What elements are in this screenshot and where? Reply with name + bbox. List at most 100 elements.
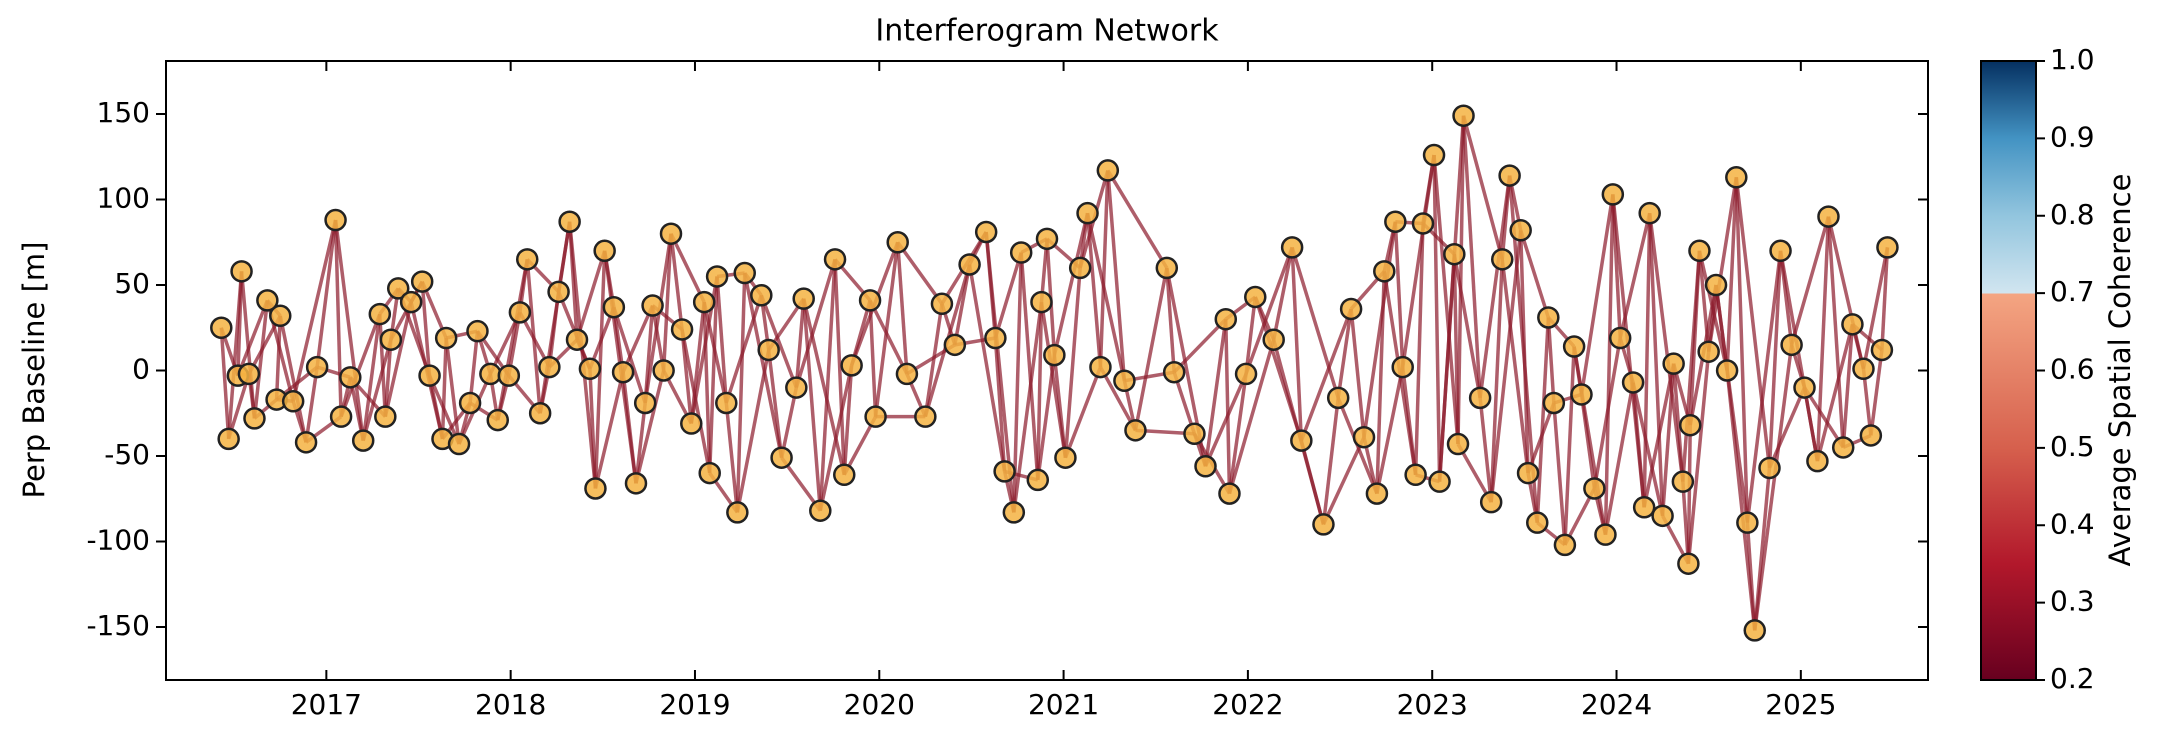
interferogram-edge [833, 259, 847, 475]
acquisition-node [1743, 619, 1766, 642]
interferogram-edge [361, 313, 382, 441]
acquisition-node [230, 260, 253, 283]
x-tick-label: 2022 [1212, 688, 1283, 721]
acquisition-node [1218, 482, 1241, 505]
acquisition-node [1831, 436, 1855, 459]
acquisition-node [698, 461, 721, 485]
interferogram-edge [621, 304, 655, 373]
interferogram-edge [1375, 366, 1405, 494]
acquisition-node [374, 405, 397, 428]
interferogram-edge [1734, 177, 1772, 469]
interferogram-edge [1500, 259, 1530, 474]
acquisition-node [792, 287, 815, 310]
acquisition-node [339, 366, 362, 389]
acquisition-node [1428, 470, 1451, 493]
acquisition-node [1043, 343, 1066, 367]
interferogram-edge [1688, 250, 1702, 426]
y-axis-label: Perp Baseline [m] [17, 242, 51, 499]
interferogram-edge [556, 221, 572, 293]
acquisition-node [1662, 352, 1685, 375]
acquisition-node [379, 328, 403, 351]
acquisition-node [633, 391, 657, 415]
acquisition-node [930, 292, 954, 316]
acquisition-node [1859, 424, 1883, 447]
acquisition-node [237, 362, 261, 386]
interferogram-edge [1869, 349, 1884, 436]
interferogram-edge [868, 299, 909, 375]
interferogram-edge [818, 259, 837, 511]
interferogram-edge [1321, 397, 1340, 525]
interferogram-edge [1535, 317, 1551, 523]
acquisition-node [1516, 461, 1540, 485]
interferogram-edge [525, 259, 542, 414]
acquisition-node [217, 427, 240, 451]
interferogram-edge [1815, 216, 1831, 462]
colorbar-tick-label: 0.9 [2050, 120, 2095, 153]
interferogram-edge [1880, 247, 1890, 351]
y-tick-label: -50 [104, 438, 150, 471]
interferogram-edge [735, 349, 771, 513]
acquisition-node [458, 391, 482, 415]
interferogram-edge [1227, 373, 1248, 494]
acquisition-node [1468, 386, 1492, 410]
acquisition-node [1124, 419, 1147, 442]
interferogram-edge [1686, 351, 1711, 564]
acquisition-node [324, 208, 347, 232]
interferogram-edge [361, 339, 393, 442]
interferogram-edge [1165, 267, 1176, 373]
acquisition-node [1002, 501, 1026, 524]
acquisition-node [750, 284, 773, 307]
interferogram-edge [1106, 169, 1169, 269]
interferogram-edge [643, 233, 673, 404]
acquisition-node [593, 239, 616, 263]
interferogram-edge [1563, 346, 1576, 545]
interferogram-edge [1618, 212, 1652, 339]
interferogram-edge [274, 315, 283, 400]
interferogram-edge [1224, 319, 1232, 494]
interferogram-edge [715, 276, 729, 404]
interferogram-edge [1603, 382, 1635, 535]
acquisition-node [1608, 326, 1632, 350]
interferogram-edge [1489, 230, 1523, 503]
x-tick-label: 2023 [1397, 688, 1468, 721]
interferogram-edge [1579, 394, 1597, 489]
acquisition-node [641, 294, 664, 317]
interferogram-edge [1647, 212, 1685, 482]
y-tick-label: 100 [97, 182, 150, 215]
colorbar-label: Average Spatial Coherence [2103, 174, 2137, 567]
interferogram-edge [953, 264, 972, 346]
acquisition-node [1096, 159, 1120, 182]
interferogram-edge [1642, 213, 1652, 508]
acquisition-node [528, 401, 552, 425]
acquisition-node [1155, 256, 1179, 280]
interferogram-edge [1349, 308, 1366, 438]
acquisition-node [1290, 429, 1313, 452]
interferogram-edge [1172, 317, 1228, 374]
acquisition-node [1498, 164, 1521, 187]
acquisition-node [1537, 306, 1560, 329]
interferogram-edge [1461, 115, 1504, 260]
acquisition-node [895, 362, 919, 386]
interferogram-edge [378, 313, 388, 417]
acquisition-node [833, 463, 856, 487]
acquisition-node [479, 362, 502, 386]
interferogram-edge [1686, 425, 1692, 564]
acquisition-node [1677, 552, 1700, 575]
interferogram-edge [993, 252, 1023, 339]
acquisition-node [329, 405, 353, 428]
acquisition-node [1736, 511, 1759, 534]
acquisition-node [294, 431, 318, 454]
acquisition-node [1443, 242, 1466, 266]
colorbar-tick-label: 0.6 [2050, 353, 2095, 386]
acquisition-node [659, 222, 683, 245]
acquisition-node [1391, 355, 1414, 379]
interferogram-edge [1478, 397, 1493, 503]
acquisition-node [1638, 201, 1661, 225]
acquisition-node [1030, 290, 1053, 314]
acquisition-node [486, 408, 510, 432]
acquisition-node [1035, 227, 1059, 251]
interferogram-edge [1631, 382, 1665, 517]
acquisition-node [914, 405, 937, 428]
interferogram-edge [1063, 366, 1103, 459]
